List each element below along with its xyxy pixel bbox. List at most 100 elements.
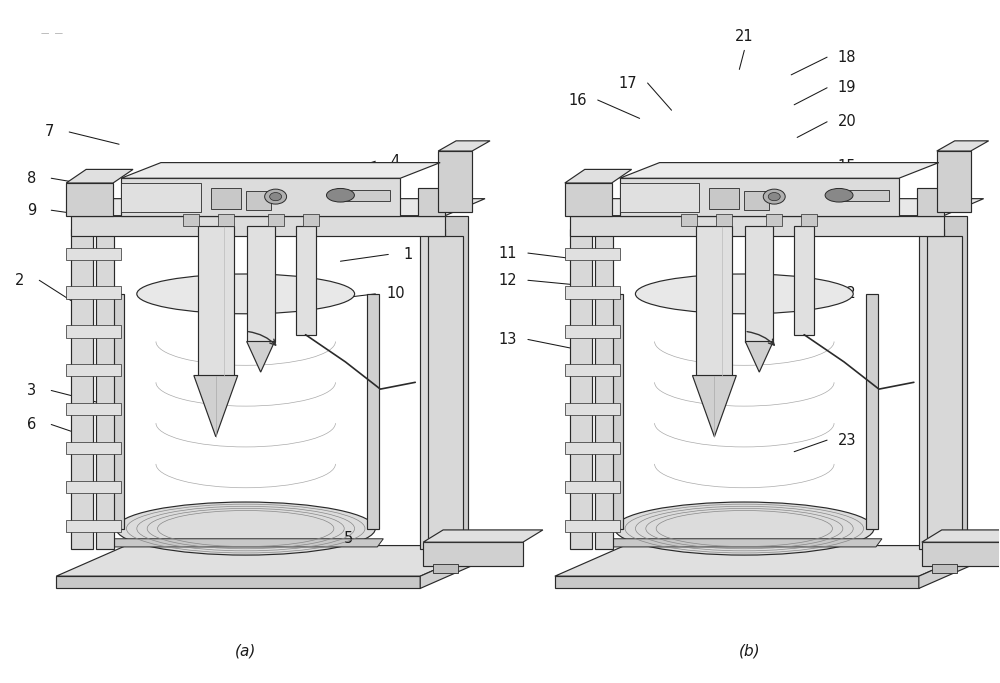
Text: 4: 4 xyxy=(391,154,400,169)
Text: 20: 20 xyxy=(838,114,856,129)
Polygon shape xyxy=(121,183,201,212)
Polygon shape xyxy=(66,520,121,532)
Ellipse shape xyxy=(270,193,282,201)
Polygon shape xyxy=(570,229,592,549)
Polygon shape xyxy=(565,481,620,493)
Polygon shape xyxy=(340,190,390,201)
Text: 17: 17 xyxy=(618,76,637,91)
Ellipse shape xyxy=(137,274,355,313)
Polygon shape xyxy=(620,178,899,216)
Polygon shape xyxy=(565,364,620,376)
Polygon shape xyxy=(268,214,284,226)
Text: 21: 21 xyxy=(735,29,754,44)
Polygon shape xyxy=(607,539,882,547)
Polygon shape xyxy=(565,183,612,216)
Polygon shape xyxy=(296,226,316,335)
Text: 13: 13 xyxy=(499,332,517,347)
Polygon shape xyxy=(565,325,620,337)
Polygon shape xyxy=(66,442,121,454)
Polygon shape xyxy=(71,199,485,216)
Polygon shape xyxy=(418,189,445,216)
Polygon shape xyxy=(108,539,383,547)
Polygon shape xyxy=(839,190,889,201)
Polygon shape xyxy=(66,183,113,216)
Polygon shape xyxy=(794,226,814,335)
Ellipse shape xyxy=(265,189,287,204)
Polygon shape xyxy=(744,191,769,210)
Polygon shape xyxy=(194,376,238,436)
Polygon shape xyxy=(716,214,732,226)
Polygon shape xyxy=(56,546,490,576)
Text: 10: 10 xyxy=(386,286,405,301)
Polygon shape xyxy=(745,226,773,342)
Polygon shape xyxy=(183,214,199,226)
Polygon shape xyxy=(66,403,121,415)
Text: 9: 9 xyxy=(27,203,36,218)
Ellipse shape xyxy=(768,193,780,201)
Text: 23: 23 xyxy=(838,432,856,447)
Polygon shape xyxy=(71,216,445,236)
Polygon shape xyxy=(112,294,124,529)
Text: 22: 22 xyxy=(838,286,856,301)
Polygon shape xyxy=(692,376,736,436)
Polygon shape xyxy=(66,481,121,493)
Polygon shape xyxy=(866,294,878,529)
Text: 19: 19 xyxy=(838,81,856,95)
Text: 8: 8 xyxy=(27,171,36,186)
Polygon shape xyxy=(211,189,241,209)
Polygon shape xyxy=(681,214,697,226)
Polygon shape xyxy=(420,546,490,589)
Polygon shape xyxy=(420,229,445,549)
Polygon shape xyxy=(218,214,234,226)
Polygon shape xyxy=(247,342,275,372)
Polygon shape xyxy=(56,576,420,589)
Text: 18: 18 xyxy=(838,50,856,65)
Polygon shape xyxy=(121,178,400,216)
Polygon shape xyxy=(423,542,523,566)
Ellipse shape xyxy=(635,274,853,313)
Ellipse shape xyxy=(763,189,785,204)
Polygon shape xyxy=(595,229,613,549)
Polygon shape xyxy=(570,216,944,236)
Text: 14: 14 xyxy=(838,210,856,225)
Polygon shape xyxy=(71,229,93,549)
Polygon shape xyxy=(428,236,463,563)
Polygon shape xyxy=(565,169,632,183)
Polygon shape xyxy=(766,214,782,226)
Text: 1: 1 xyxy=(404,247,413,262)
Polygon shape xyxy=(611,294,623,529)
Polygon shape xyxy=(917,189,944,216)
Polygon shape xyxy=(709,189,739,209)
Polygon shape xyxy=(565,403,620,415)
Polygon shape xyxy=(565,442,620,454)
Ellipse shape xyxy=(116,502,375,555)
Polygon shape xyxy=(66,248,121,260)
Polygon shape xyxy=(570,199,984,216)
Polygon shape xyxy=(620,183,699,212)
Text: 12: 12 xyxy=(499,273,517,288)
Text: 2: 2 xyxy=(15,273,24,288)
Polygon shape xyxy=(919,229,944,549)
Polygon shape xyxy=(745,342,773,372)
Polygon shape xyxy=(939,216,967,532)
Polygon shape xyxy=(927,236,962,563)
Text: 11: 11 xyxy=(499,246,517,261)
Polygon shape xyxy=(555,576,919,589)
Text: —  —: — — xyxy=(41,29,63,38)
Polygon shape xyxy=(66,286,121,298)
Text: 15: 15 xyxy=(838,158,856,173)
Polygon shape xyxy=(96,229,114,549)
Polygon shape xyxy=(555,546,989,576)
Polygon shape xyxy=(565,520,620,532)
Polygon shape xyxy=(696,226,732,376)
Text: (b): (b) xyxy=(738,643,760,658)
Polygon shape xyxy=(121,163,440,178)
Text: 3: 3 xyxy=(27,383,36,398)
Polygon shape xyxy=(565,248,620,260)
Polygon shape xyxy=(919,546,989,589)
Polygon shape xyxy=(922,530,1000,542)
Text: 16: 16 xyxy=(569,92,587,107)
Ellipse shape xyxy=(326,189,354,202)
Polygon shape xyxy=(367,294,379,529)
Polygon shape xyxy=(438,151,472,212)
